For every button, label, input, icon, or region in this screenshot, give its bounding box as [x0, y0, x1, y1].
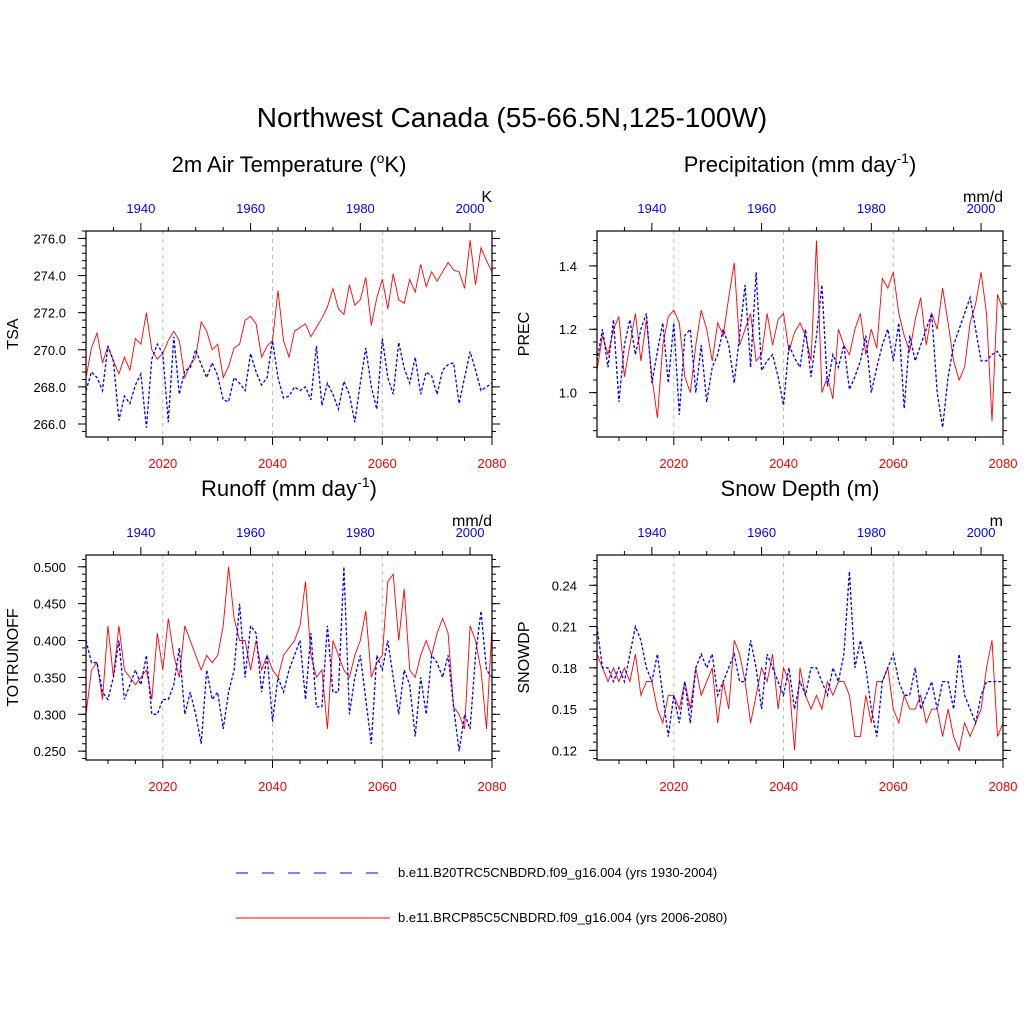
chart-panel-tsa: 2m Air Temperature (oK) TSA K 2020 2040 2060 2…	[5, 150, 506, 471]
x-top-tick-label: 1980	[857, 201, 886, 216]
x-bottom-tick-label: 2080	[989, 779, 1018, 794]
y-tick-label: 0.24	[552, 578, 577, 593]
chart-panel-snowdp: Snow Depth (m) SNOWDP m 2020 2040 2060 2080 194…	[516, 476, 1017, 794]
legend: b.e11.B20TRC5CNBDRD.f09_g16.004 (yrs 193…	[236, 865, 727, 925]
panel-title-main: Runoff (mm day	[201, 476, 357, 501]
x-bottom-tick-label: 2060	[879, 779, 908, 794]
series-line-rcp85	[596, 640, 1004, 752]
y-tick-label: 0.400	[33, 634, 66, 649]
panel-title-main: Precipitation (mm day	[684, 152, 897, 177]
y-axis-label: PREC	[516, 312, 533, 356]
y-tick-label: 0.300	[33, 707, 66, 722]
legend-label-rcp85: b.e11.BRCP85C5CNBDRD.f09_g16.004 (yrs 20…	[398, 910, 727, 925]
y-tick-label: 276.0	[33, 231, 66, 246]
x-bottom-tick-label: 2040	[258, 779, 287, 794]
x-top-tick-label: 1960	[747, 201, 776, 216]
y-tick-label: 0.12	[552, 743, 577, 758]
panel-title-end: )	[370, 476, 377, 501]
x-bottom-tick-label: 2040	[258, 456, 287, 471]
y-tick-label: 1.2	[559, 322, 577, 337]
x-top-tick-label: 2000	[967, 525, 996, 540]
y-tick-label: 270.0	[33, 343, 66, 358]
panel-title-end: K)	[384, 152, 406, 177]
plot-frame	[85, 230, 493, 438]
y-tick-label: 0.450	[33, 597, 66, 612]
plot-frame	[85, 554, 493, 761]
y-tick-label: 1.4	[559, 259, 577, 274]
y-tick-label: 272.0	[33, 306, 66, 321]
x-top-tick-label: 1960	[236, 525, 265, 540]
y-tick-label: 0.21	[552, 620, 577, 635]
y-axis-label: SNOWDP	[516, 622, 533, 694]
x-bottom-tick-label: 2080	[478, 456, 507, 471]
x-top-tick-label: 1940	[637, 201, 666, 216]
series-line-historical	[85, 566, 493, 752]
x-bottom-tick-label: 2040	[769, 779, 798, 794]
panel-title-superscript: -1	[357, 474, 370, 490]
x-top-tick-label: 1960	[236, 201, 265, 216]
y-tick-label: 0.500	[33, 560, 66, 575]
x-top-tick-label: 1960	[747, 525, 776, 540]
x-bottom-tick-label: 2020	[148, 779, 177, 794]
x-top-tick-label: 1980	[346, 201, 375, 216]
figure-title: Northwest Canada (55-66.5N,125-100W)	[257, 102, 767, 133]
y-axis-label: TSA	[5, 318, 22, 349]
x-top-tick-label: 1940	[126, 201, 155, 216]
y-tick-label: 266.0	[33, 417, 66, 432]
x-top-tick-label: 1940	[126, 525, 155, 540]
y-tick-label: 1.0	[559, 386, 577, 401]
units-label: mm/d	[963, 189, 1003, 206]
x-top-tick-label: 2000	[456, 525, 485, 540]
plot-frame	[596, 230, 1004, 438]
x-bottom-tick-label: 2020	[148, 456, 177, 471]
x-bottom-tick-label: 2060	[368, 456, 397, 471]
y-tick-label: 0.15	[552, 702, 577, 717]
x-top-tick-label: 1980	[857, 525, 886, 540]
panels-group: 2m Air Temperature (oK) TSA K 2020 2040 2060 2…	[5, 150, 1017, 794]
chart-panel-prec: Precipitation (mm day-1) PREC mm/d 2020 2040…	[516, 150, 1017, 471]
x-bottom-tick-label: 2080	[989, 456, 1018, 471]
series-line-historical	[596, 272, 1004, 428]
panel-title: Snow Depth (m)	[721, 476, 880, 501]
x-bottom-tick-label: 2020	[659, 779, 688, 794]
panel-title-main: Snow Depth (m)	[721, 476, 880, 501]
x-top-tick-label: 2000	[967, 201, 996, 216]
y-tick-label: 0.350	[33, 670, 66, 685]
chart-panel-totrunoff: Runoff (mm day-1) TOTRUNOFF mm/d 2020 2040 20…	[5, 474, 506, 794]
panel-title-superscript: o	[377, 150, 385, 166]
legend-label-historical: b.e11.B20TRC5CNBDRD.f09_g16.004 (yrs 193…	[398, 865, 717, 880]
y-tick-label: 0.250	[33, 744, 66, 759]
plot-frame	[596, 554, 1004, 761]
x-top-tick-label: 1980	[346, 525, 375, 540]
units-label: m	[990, 513, 1003, 530]
panel-title-superscript: -1	[896, 150, 909, 166]
panel-title: Runoff (mm day-1)	[201, 474, 377, 501]
x-bottom-tick-label: 2080	[478, 779, 507, 794]
x-bottom-tick-label: 2020	[659, 456, 688, 471]
series-line-historical	[85, 336, 493, 428]
panel-title: Precipitation (mm day-1)	[684, 150, 917, 177]
units-label: mm/d	[452, 513, 492, 530]
y-axis-label: TOTRUNOFF	[5, 608, 22, 707]
y-tick-label: 268.0	[33, 380, 66, 395]
x-bottom-tick-label: 2060	[879, 456, 908, 471]
x-bottom-tick-label: 2060	[368, 779, 397, 794]
series-line-rcp85	[85, 240, 493, 380]
series-line-historical	[596, 571, 1003, 737]
y-tick-label: 274.0	[33, 269, 66, 284]
x-top-tick-label: 1940	[637, 525, 666, 540]
y-tick-label: 0.18	[552, 661, 577, 676]
panel-title: 2m Air Temperature (oK)	[172, 150, 407, 177]
units-label: K	[481, 189, 492, 206]
series-line-rcp85	[85, 566, 493, 730]
panel-title-end: )	[909, 152, 916, 177]
x-top-tick-label: 2000	[456, 201, 485, 216]
x-bottom-tick-label: 2040	[769, 456, 798, 471]
series-line-rcp85	[596, 240, 1004, 422]
panel-title-main: 2m Air Temperature (	[172, 152, 378, 177]
